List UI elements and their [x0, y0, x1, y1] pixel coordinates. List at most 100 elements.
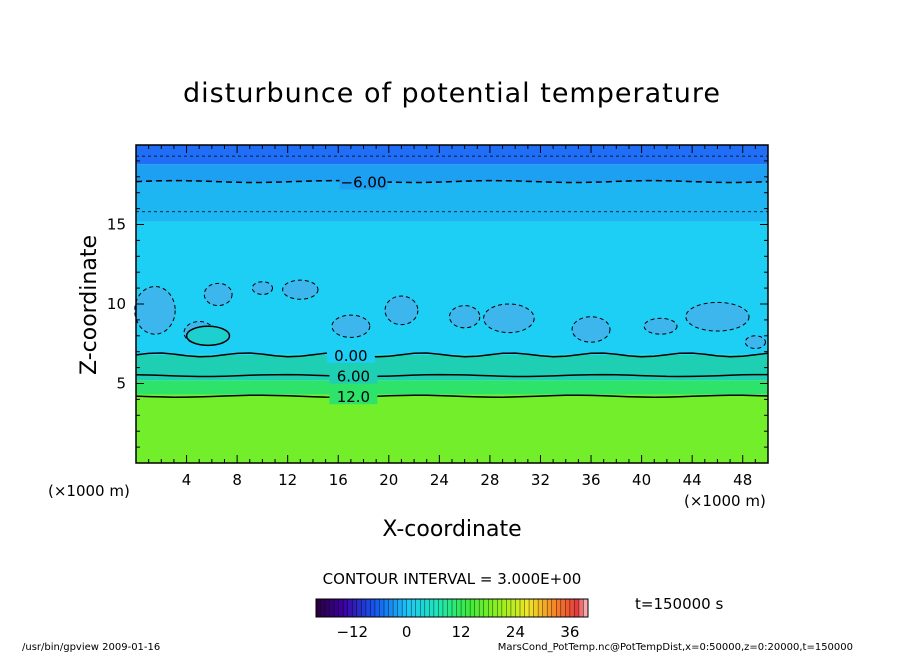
colorbar-cell	[424, 599, 430, 617]
colorbar-cell	[365, 599, 371, 617]
x-tick-label: 28	[480, 471, 499, 489]
colorbar-cell	[361, 599, 367, 617]
colorbar-cell	[529, 599, 534, 617]
colorbar-cell	[520, 599, 525, 617]
colorbar-cell	[456, 599, 462, 617]
colorbar-cell	[356, 599, 362, 617]
anomaly-patches	[134, 279, 766, 350]
contour-label-bg	[326, 345, 375, 363]
anomaly-patch	[643, 317, 678, 335]
colorbar-cell	[465, 599, 471, 617]
contour-lines: −6.00 0.00 6.00 12.0	[135, 155, 769, 406]
x-unit-left: (×1000 m)	[48, 482, 130, 500]
colorbar-cell	[442, 599, 448, 617]
anomaly-patch	[331, 314, 371, 338]
contour-line	[135, 179, 769, 184]
anomaly-patch	[134, 286, 176, 335]
colorbar-cell	[483, 599, 489, 617]
colorbar-cell	[347, 599, 353, 617]
colorbar-cell	[379, 599, 385, 617]
colorbar-cell	[492, 599, 498, 617]
time-text: t=150000 s	[635, 595, 723, 613]
x-axis-title: X-coordinate	[382, 517, 521, 542]
chart-title: disturbunce of potential temperature	[183, 78, 721, 109]
x-tick-label: 12	[278, 471, 297, 489]
colorbar-cell	[429, 599, 435, 617]
colorbar-cell	[578, 599, 584, 617]
colorbar-cell	[547, 599, 553, 617]
colorbar-cell	[501, 599, 507, 617]
contour-label: −6.00	[341, 174, 387, 192]
anomaly-patch	[483, 303, 535, 334]
colorbar-cell	[433, 599, 439, 617]
colorbar-cell	[320, 599, 326, 617]
anomaly-patch	[384, 295, 419, 326]
colorbar-cell	[397, 599, 403, 617]
contour-line	[135, 352, 769, 358]
colorbar-cell	[574, 599, 580, 617]
contour-line	[135, 394, 769, 398]
anomaly-patch	[203, 282, 233, 307]
contour-label: 6.00	[337, 368, 370, 386]
y-tick-label: 10	[107, 295, 126, 313]
x-tick-label: 4	[182, 471, 192, 489]
contour-label-bg	[329, 387, 378, 405]
contour-label-bg	[329, 366, 378, 384]
colorbar-cell	[506, 599, 512, 617]
anomaly-patch	[448, 305, 481, 329]
footer-right: MarsCond_PotTemp.nc@PotTempDist,x=0:5000…	[498, 642, 853, 653]
colorbar-tick-label: 36	[560, 623, 579, 641]
colorbar-cell	[560, 599, 566, 617]
colorbar-cell	[325, 599, 330, 617]
colorbar-cell	[497, 599, 503, 617]
colorbar-cell	[402, 599, 407, 617]
colorbar-cell	[583, 599, 589, 617]
warm-patch	[185, 325, 231, 347]
footer-left: /usr/bin/gpview 2009-01-16	[22, 642, 160, 653]
contour-label: 12.0	[337, 388, 370, 406]
colorbar-cell	[556, 599, 562, 617]
x-axis: 4 8 12 16 20 24 28 32 36 40 44 48	[148, 145, 756, 489]
colorbar-cell	[406, 599, 412, 617]
colorbar-cell	[420, 599, 426, 617]
colorbar-cell	[474, 599, 480, 617]
anomaly-patch	[571, 316, 611, 343]
colorbar-cell	[334, 599, 339, 617]
y-tick-label: 15	[107, 216, 126, 234]
band-blend	[136, 181, 768, 222]
colorbar-cell	[447, 599, 453, 617]
x-tick-label: 32	[531, 471, 550, 489]
anomaly-patch	[685, 301, 750, 332]
colorbar-cell	[515, 599, 521, 617]
colorbar-cell	[374, 599, 380, 617]
colorbar-cell	[415, 599, 421, 617]
colorbar-cell	[370, 599, 376, 617]
contour-label-bg	[339, 172, 388, 190]
colorbar-cell	[393, 599, 398, 617]
colorbar-cell	[384, 599, 389, 617]
colorbar-cell	[316, 599, 321, 617]
colorbar-cell	[461, 599, 466, 617]
y-axis-title: Z-coordinate	[77, 235, 102, 375]
colorbar-cell	[551, 599, 557, 617]
contour-line	[135, 373, 768, 378]
colorbar-cell	[452, 599, 457, 617]
colorbar-cell	[479, 599, 485, 617]
x-unit-right: (×1000 m)	[684, 492, 766, 510]
x-tick-label: 16	[329, 471, 348, 489]
plot-area: −6.00 0.00 6.00 12.0	[134, 144, 769, 464]
colorbar-cell	[510, 599, 516, 617]
colorbar: −12 0 12 24 36	[315, 598, 589, 641]
anomaly-patch	[282, 279, 319, 300]
colorbar-cell	[470, 599, 475, 617]
x-tick-label: 8	[232, 471, 242, 489]
colorbar-cell	[352, 599, 358, 617]
x-tick-label: 40	[632, 471, 651, 489]
anomaly-patch	[251, 281, 274, 295]
colorbar-cell	[388, 599, 394, 617]
colorbar-tick-label: 24	[506, 623, 525, 641]
colorbar-cell	[411, 599, 417, 617]
y-tick-label: 5	[116, 375, 126, 393]
contour-interval-text: CONTOUR INTERVAL = 3.000E+00	[323, 570, 582, 588]
